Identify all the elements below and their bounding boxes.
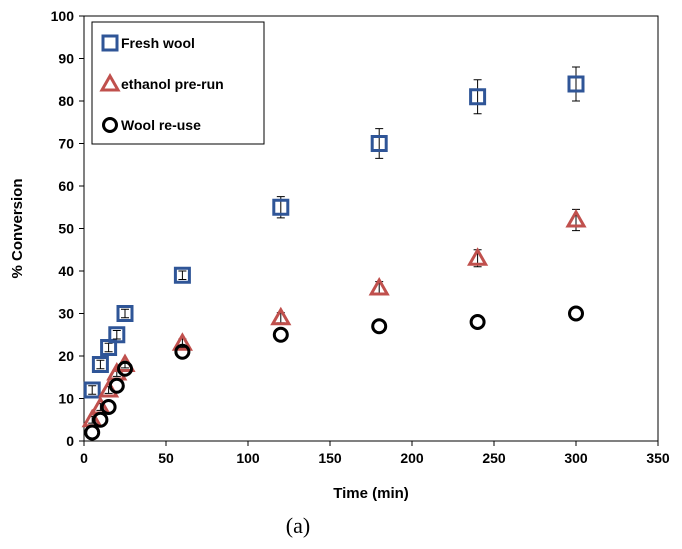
x-tick-label: 100 — [236, 450, 260, 466]
data-point — [108, 377, 125, 394]
legend-label: ethanol pre-run — [121, 76, 224, 92]
legend-marker — [102, 117, 118, 133]
data-point — [171, 332, 193, 351]
legend-box — [91, 21, 265, 145]
data-point — [92, 411, 109, 428]
data-point — [91, 356, 109, 373]
data-point — [370, 135, 388, 152]
data-point — [565, 208, 587, 228]
y-tick-label: 70 — [58, 136, 74, 152]
figure-caption: (a) — [286, 513, 310, 538]
data-point — [108, 326, 126, 344]
y-tick-label: 30 — [58, 306, 74, 322]
data-point — [567, 75, 585, 93]
data-point — [272, 198, 290, 216]
y-axis: 0 10 20 30 40 50 60 70 80 90 100 — [51, 8, 84, 449]
series-wool-re-use — [84, 305, 584, 441]
data-point — [568, 305, 584, 322]
y-tick-label: 40 — [58, 263, 74, 279]
x-tick-label: 0 — [80, 450, 88, 466]
x-tick-label: 200 — [400, 450, 424, 466]
x-axis-title: Time (min) — [333, 485, 409, 502]
x-tick-label: 300 — [564, 450, 588, 466]
legend-label: Wool re-use — [121, 117, 201, 133]
y-tick-label: 50 — [58, 221, 74, 237]
data-point — [173, 266, 191, 284]
data-point — [371, 318, 388, 335]
legend-marker — [101, 34, 119, 52]
series-layer — [81, 66, 587, 441]
data-point — [174, 343, 191, 360]
data-point — [83, 381, 101, 399]
legend-label: Fresh wool — [121, 35, 195, 51]
y-tick-label: 10 — [58, 391, 74, 407]
data-point — [84, 424, 101, 441]
x-axis: 0 50 100 150 200 250 300 350 — [80, 441, 670, 466]
y-tick-label: 80 — [58, 93, 74, 109]
x-tick-label: 350 — [646, 450, 670, 466]
y-tick-label: 0 — [66, 433, 74, 449]
y-tick-label: 90 — [58, 51, 74, 67]
data-point — [467, 247, 489, 266]
y-axis-title: % Conversion — [9, 178, 26, 278]
series-fresh-wool — [83, 66, 585, 399]
data-point — [272, 326, 289, 343]
data-point — [100, 399, 117, 415]
y-tick-label: 20 — [58, 348, 74, 364]
data-point — [270, 306, 292, 326]
data-point — [469, 314, 486, 330]
x-tick-label: 50 — [158, 450, 174, 466]
legend: Fresh wool ethanol pre-run Wool re-use — [91, 21, 265, 145]
x-tick-label: 150 — [318, 450, 342, 466]
data-point — [117, 360, 133, 377]
y-tick-label: 100 — [51, 8, 75, 24]
data-point — [368, 276, 390, 296]
legend-marker — [99, 72, 121, 92]
series-ethanol-pre-run — [81, 208, 587, 428]
data-point — [469, 88, 487, 106]
y-tick-label: 60 — [58, 178, 74, 194]
x-tick-label: 250 — [482, 450, 506, 466]
data-point — [116, 305, 134, 322]
